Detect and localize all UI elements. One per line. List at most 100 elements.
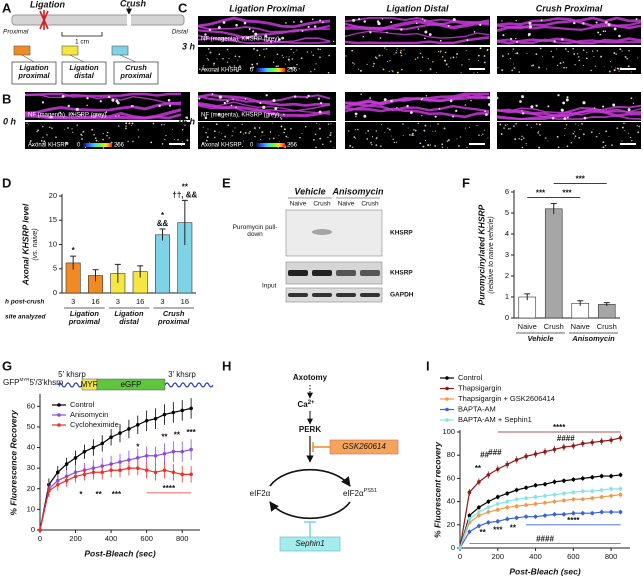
scale-label: 1 cm (75, 39, 89, 46)
site-label: Ligation proximal (18, 64, 50, 81)
khsrp-signal (638, 125, 641, 128)
khsrp-signal (449, 99, 453, 103)
khsrp-signal (395, 51, 397, 54)
khsrp-signal (311, 18, 314, 21)
blot-band (312, 229, 332, 235)
khsrp-signal (352, 18, 356, 22)
khsrp-signal (82, 130, 85, 133)
khsrp-signal (424, 139, 427, 142)
data-point (486, 473, 491, 477)
khsrp-signal (421, 18, 424, 20)
pulldown-label: Puromycin pull-down (232, 224, 278, 239)
data-point (109, 435, 113, 440)
condition-label: Crush (361, 201, 379, 208)
khsrp-signal (521, 112, 525, 115)
data-point (533, 502, 538, 506)
khsrp-signal (272, 137, 275, 140)
khsrp-signal (327, 123, 330, 125)
khsrp-signal (244, 131, 247, 134)
data-point (486, 510, 491, 514)
blot (285, 287, 383, 303)
data-point (495, 502, 500, 506)
khsrp-signal (284, 146, 287, 149)
khsrp-signal (351, 146, 354, 149)
data-point (505, 505, 510, 510)
khsrp-signal (313, 25, 317, 28)
khsrp-signal (177, 138, 179, 141)
data-point (505, 517, 510, 521)
x-tick-label: 600 (140, 534, 153, 543)
data-point (100, 441, 105, 446)
khsrp-signal (163, 124, 165, 126)
data-point (533, 514, 538, 519)
khsrp-signal (230, 104, 233, 107)
khsrp-signal (313, 139, 315, 141)
khsrp-signal (86, 104, 88, 107)
khsrp-signal (369, 97, 371, 99)
khsrp-signal (581, 123, 584, 125)
khsrp-signal (327, 136, 329, 138)
khsrp-signal (526, 53, 528, 55)
khsrp-signal (244, 98, 247, 100)
khsrp-signal (514, 137, 517, 140)
khsrp-signal (538, 146, 541, 149)
khsrp-signal (235, 106, 237, 108)
khsrp-signal (181, 141, 183, 143)
khsrp-signal (500, 132, 503, 135)
khsrp-signal (595, 21, 598, 24)
khsrp-signal (306, 51, 309, 53)
khsrp-signal (516, 40, 519, 43)
khsrp-signal (65, 142, 68, 145)
x-tick-label: Naive (571, 322, 590, 331)
site-box (61, 61, 107, 85)
y-tick-label: 15 (49, 215, 57, 224)
khsrp-signal (521, 110, 523, 112)
khsrp-signal (272, 99, 276, 103)
khsrp-signal (381, 18, 384, 20)
khsrp-signal (420, 69, 422, 72)
khsrp-signal (515, 123, 517, 125)
khsrp-signal (71, 112, 74, 115)
significance-label: ** (174, 430, 181, 439)
khsrp-signal (556, 48, 558, 50)
khsrp-signal (293, 95, 297, 98)
khsrp-signal (328, 54, 330, 57)
khsrp-signal (264, 56, 266, 58)
khsrp-signal (402, 123, 404, 125)
khsrp-signal (456, 138, 458, 140)
data-point (618, 436, 623, 440)
khsrp-signal (130, 105, 133, 107)
khsrp-signal (621, 126, 624, 129)
khsrp-signal (515, 37, 517, 40)
site-connector (119, 54, 137, 63)
khsrp-signal (208, 28, 212, 31)
khsrp-signal (118, 125, 120, 127)
site-label-box: Ligation distal (69, 64, 98, 80)
khsrp-signal (547, 105, 550, 108)
khsrp-signal (226, 48, 229, 51)
khsrp-signal (608, 135, 610, 137)
khsrp-signal (452, 56, 455, 59)
khsrp-signal (186, 139, 189, 142)
group-label: Ligation distal (114, 310, 144, 327)
khsrp-signal (531, 65, 533, 67)
khsrp-signal (167, 98, 171, 102)
khsrp-signal (521, 95, 524, 99)
khsrp-signal (484, 110, 486, 112)
data-point (562, 498, 566, 503)
cycle (269, 501, 351, 520)
x-axis-label: Post-Bleach (sec) (84, 548, 155, 558)
significance-label: * (72, 246, 76, 255)
khsrp-signal (384, 47, 386, 49)
blot-band (336, 293, 356, 297)
khsrp-signal (290, 127, 292, 130)
khsrp-signal (207, 59, 210, 61)
group-label: Crush proximal (158, 310, 190, 327)
khsrp-signal (487, 137, 489, 139)
x-tick-label: 3 (116, 297, 120, 306)
khsrp-signal (538, 130, 540, 132)
significance-label: ## (480, 450, 489, 459)
crush-label: Crush (120, 0, 147, 8)
khsrp-signal (409, 134, 411, 136)
khsrp-signal (519, 100, 522, 103)
